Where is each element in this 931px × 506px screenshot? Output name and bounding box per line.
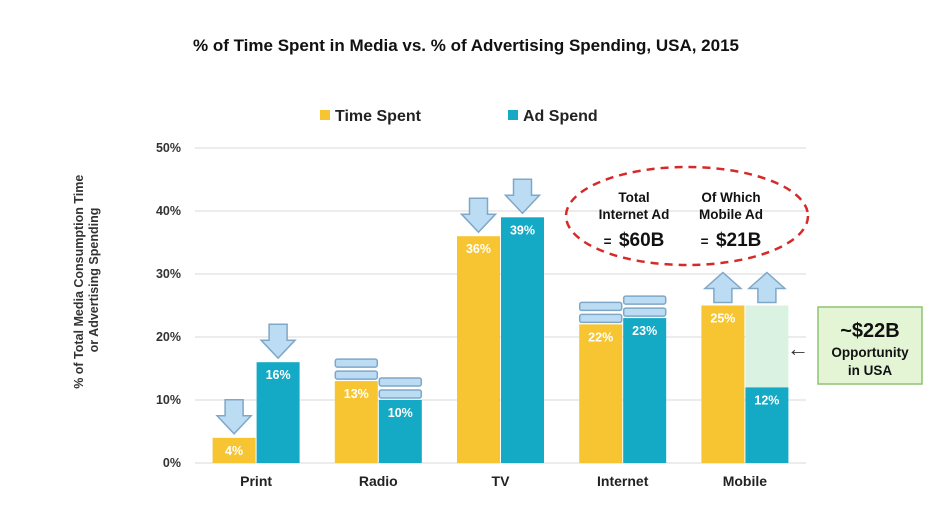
mobile-total-equals: =: [701, 234, 709, 249]
chart-title: % of Time Spent in Media vs. % of Advert…: [193, 36, 739, 55]
value-label: 10%: [388, 406, 413, 420]
y-tick-label: 50%: [156, 141, 181, 155]
opportunity-line2: in USA: [848, 363, 893, 378]
legend-label: Time Spent: [335, 108, 422, 125]
internet-total-value-row: = $60B: [604, 230, 665, 251]
flat-bars-icon: [622, 295, 667, 317]
trend-arrows: [215, 178, 787, 435]
flat-bar-shape: [578, 301, 623, 312]
up-arrow-icon: [746, 271, 787, 304]
opportunity-gap-bar: [745, 305, 789, 388]
category-label-tv: TV: [492, 473, 511, 489]
y-axis-label: % of Total Media Consumption Time or Adv…: [72, 171, 101, 389]
category-label-internet: Internet: [597, 473, 649, 489]
flat-bar-shape: [334, 370, 379, 380]
category-label-mobile: Mobile: [723, 473, 768, 489]
internet-total-line2: Internet Ad: [599, 207, 670, 222]
opportunity-callout: ~$22B Opportunity in USA ←: [787, 306, 923, 385]
y-tick-label: 0%: [163, 456, 181, 470]
value-label: 16%: [266, 368, 291, 382]
bar-ad-spend-radio: [378, 400, 422, 463]
legend-label: Ad Spend: [523, 108, 598, 125]
internet-total-equals: =: [604, 234, 612, 249]
value-label: 13%: [344, 387, 369, 401]
flat-bar-shape: [378, 389, 423, 399]
opportunity-value: ~$22B: [840, 320, 900, 342]
bar-ad-spend-internet: [623, 318, 667, 463]
bar-ad-spend-mobile: [745, 387, 789, 463]
legend: Time Spent Ad Spend: [320, 108, 598, 125]
y-tick-label: 40%: [156, 204, 181, 218]
internet-total-line1: Total: [618, 190, 649, 205]
y-tick-label: 30%: [156, 267, 181, 281]
category-label-print: Print: [240, 473, 272, 489]
bar-time-spent-print: [212, 437, 256, 463]
flat-bar-shape: [578, 313, 623, 324]
flat-bar-shape: [622, 295, 667, 305]
legend-swatch: [508, 110, 518, 120]
y-axis-label-line-1: % of Total Media Consumption Time: [72, 175, 86, 389]
value-label: 23%: [632, 324, 657, 338]
value-label: 39%: [510, 223, 535, 237]
down-arrow-icon: [459, 197, 498, 234]
flat-bar-shape: [622, 307, 667, 317]
value-label: 12%: [754, 393, 779, 407]
down-arrow-icon: [215, 399, 253, 435]
mobile-total-line1: Of Which: [701, 190, 760, 205]
flat-bars-icon: [334, 358, 379, 380]
down-arrow-icon: [259, 323, 297, 360]
bar-ad-spend-print: [256, 362, 300, 463]
bars: 4% 16% 13% 10% 36% 39% 22% 23% 25% 12%: [212, 217, 789, 463]
legend-swatch: [320, 110, 330, 120]
y-axis-ticks: 0% 10% 20% 30% 40% 50%: [156, 141, 181, 470]
y-axis-label-line-2: or Advertising Spending: [87, 208, 101, 353]
mobile-total-line2: Mobile Ad: [699, 207, 763, 222]
bar-ad-spend-tv: [501, 217, 544, 463]
opportunity-line1: Opportunity: [831, 345, 909, 360]
y-tick-label: 20%: [156, 330, 181, 344]
opportunity-box: [817, 306, 923, 385]
y-tick-label: 10%: [156, 393, 181, 407]
value-label: 36%: [466, 242, 491, 256]
bar-time-spent-tv: [457, 236, 500, 463]
left-arrow-icon: ←: [787, 336, 809, 361]
flat-bars-icon: [378, 377, 423, 399]
down-arrow-icon: [503, 178, 542, 215]
flat-bar-shape: [334, 358, 379, 368]
mobile-total-value: $21B: [716, 230, 761, 251]
bar-time-spent-internet: [579, 324, 623, 463]
category-label-radio: Radio: [359, 473, 398, 489]
flat-bars-icon: [578, 301, 623, 324]
flat-bar-shape: [378, 377, 423, 387]
internet-spend-annotation: Total Internet Ad = $60B Of Which Mobile…: [564, 165, 810, 267]
dashed-ellipse: [564, 165, 810, 267]
value-label: 25%: [710, 312, 735, 326]
internet-total-value: $60B: [619, 230, 664, 251]
x-axis-categories: Print Radio TV Internet Mobile: [240, 473, 767, 489]
value-label: 4%: [225, 444, 243, 458]
bar-time-spent-mobile: [701, 305, 745, 463]
up-arrow-icon: [702, 271, 743, 304]
value-label: 22%: [588, 330, 613, 344]
bar-time-spent-radio: [334, 381, 378, 463]
mobile-total-value-row: = $21B: [701, 230, 762, 251]
